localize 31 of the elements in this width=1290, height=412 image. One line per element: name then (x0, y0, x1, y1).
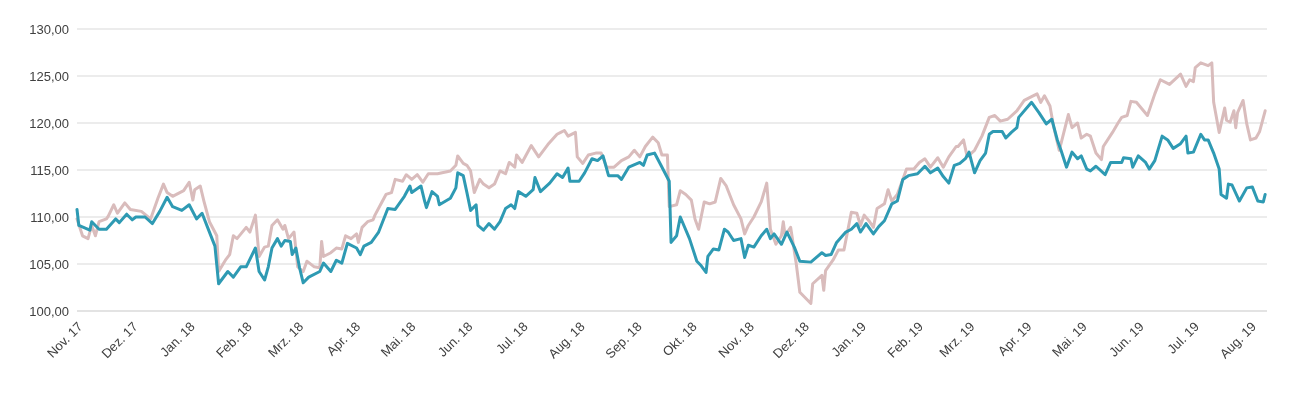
y-tick-label: 100,00 (29, 303, 69, 319)
x-tick-label: Jan. 19 (828, 318, 870, 360)
x-tick-label: Mai. 18 (377, 318, 419, 360)
x-tick-label: Feb. 19 (884, 318, 927, 361)
x-tick-label: Nov. 17 (43, 318, 86, 361)
y-tick-label: 120,00 (29, 115, 69, 131)
x-tick-label: Mrz. 19 (936, 318, 978, 361)
x-tick-label: Jun. 18 (434, 318, 476, 360)
x-tick-label: Jul. 18 (492, 318, 531, 357)
x-tick-label: Jul. 19 (1164, 318, 1202, 357)
x-tick-label: Apr. 19 (994, 318, 1035, 359)
y-tick-label: 130,00 (29, 21, 69, 37)
x-tick-label: Aug. 18 (545, 318, 588, 362)
x-tick-label: Jun. 19 (1106, 318, 1147, 360)
x-tick-label: Sep. 18 (602, 318, 645, 362)
line-series (75, 100, 1267, 286)
x-tick-label: Mrz. 18 (265, 318, 307, 361)
y-tick-label: 115,00 (30, 162, 69, 178)
x-tick-label: Aug. 19 (1216, 318, 1259, 362)
x-tick-label: Feb. 18 (212, 318, 255, 361)
x-tick-label: Jan. 18 (156, 318, 198, 360)
y-tick-label: 125,00 (29, 68, 69, 84)
line-series (75, 61, 1267, 305)
x-tick-label: Mai. 19 (1049, 318, 1090, 360)
x-tick-label: Dez. 17 (98, 318, 141, 362)
y-tick-label: 105,00 (29, 256, 69, 272)
x-tick-label: Dez. 18 (769, 318, 813, 362)
x-tick-label: Apr. 18 (323, 318, 364, 359)
x-tick-label: Nov. 18 (715, 318, 757, 361)
y-tick-label: 110,00 (30, 209, 69, 225)
x-tick-label: Okt. 18 (659, 318, 700, 360)
